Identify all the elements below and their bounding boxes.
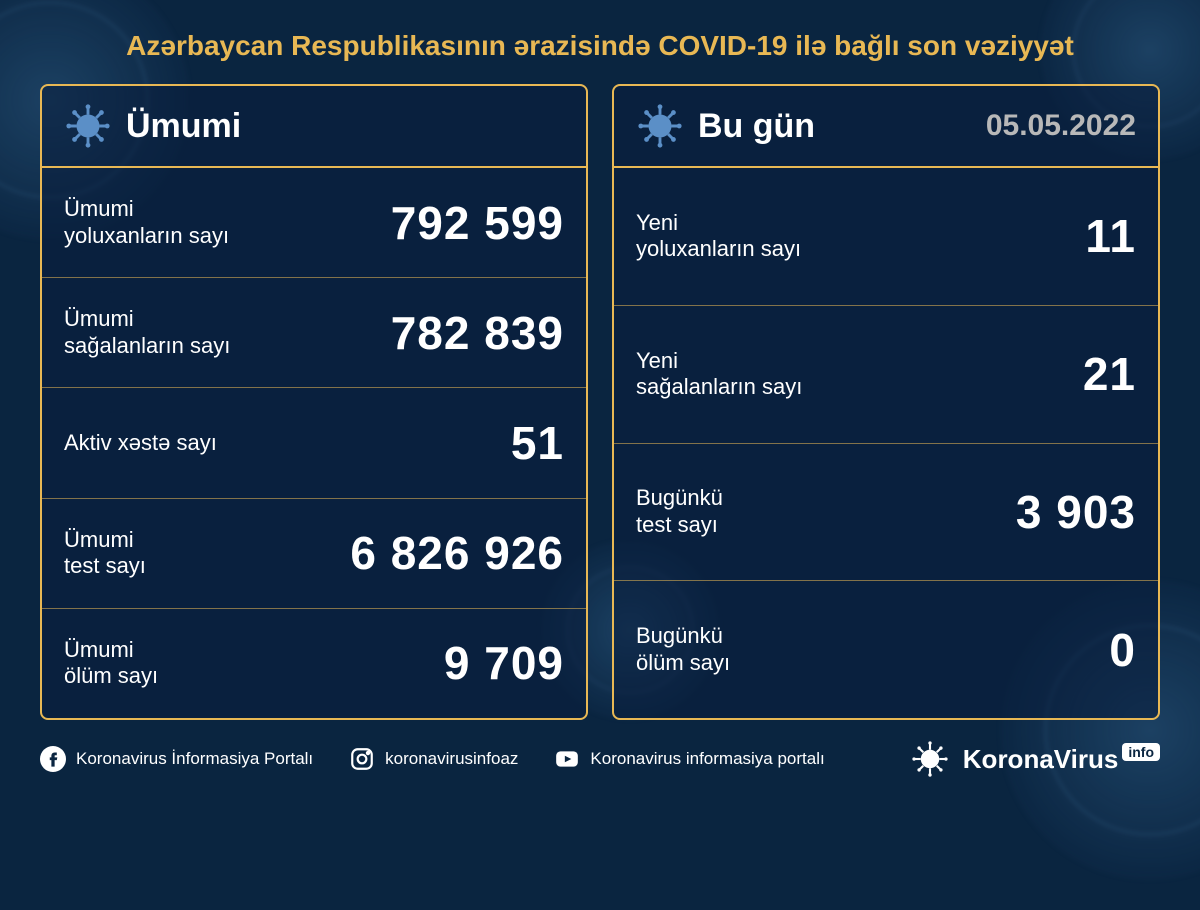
- instagram-icon: [349, 746, 375, 772]
- panel-today-header: Bu gün 05.05.2022: [614, 86, 1158, 168]
- stat-row: Aktiv xəstə sayı 51: [42, 388, 586, 498]
- stat-value: 51: [511, 416, 564, 470]
- stat-row: Ümumisağalanların sayı 782 839: [42, 278, 586, 388]
- stat-label: Ümumiölüm sayı: [64, 637, 158, 690]
- logo-text-main: KoronaVirus: [963, 744, 1119, 774]
- virus-icon: [64, 102, 112, 150]
- facebook-label: Koronavirus İnformasiya Portalı: [76, 749, 313, 769]
- stat-row: Yeniyoluxanların sayı 11: [614, 168, 1158, 306]
- youtube-label: Koronavirus informasiya portalı: [590, 749, 824, 769]
- panel-total-rows: Ümumiyoluxanların sayı 792 599 Ümumisağa…: [42, 168, 586, 718]
- instagram-link: koronavirusinfoaz: [349, 746, 518, 772]
- stat-value: 11: [1085, 209, 1136, 263]
- stat-value: 0: [1109, 623, 1136, 677]
- stat-label: Ümumisağalanların sayı: [64, 306, 230, 359]
- footer: Koronavirus İnformasiya Portalı koronavi…: [40, 738, 1160, 780]
- stat-value: 6 826 926: [350, 526, 564, 580]
- stat-row: Ümumiyoluxanların sayı 792 599: [42, 168, 586, 278]
- stat-row: Ümumiölüm sayı 9 709: [42, 609, 586, 718]
- panel-total-header: Ümumi: [42, 86, 586, 168]
- stat-label: Yeniyoluxanların sayı: [636, 210, 801, 263]
- stat-row: Bugünküölüm sayı 0: [614, 581, 1158, 718]
- stat-row: Bugünkütest sayı 3 903: [614, 444, 1158, 582]
- youtube-icon: [554, 746, 580, 772]
- panel-today-date: 05.05.2022: [986, 109, 1136, 143]
- panel-today-title: Bu gün: [698, 107, 815, 146]
- virus-icon: [636, 102, 684, 150]
- stat-value: 21: [1083, 347, 1136, 401]
- stat-value: 782 839: [391, 306, 564, 360]
- panel-today: Bu gün 05.05.2022 Yeniyoluxanların sayı …: [612, 84, 1160, 720]
- social-links: Koronavirus İnformasiya Portalı koronavi…: [40, 746, 825, 772]
- instagram-label: koronavirusinfoaz: [385, 749, 518, 769]
- panel-today-rows: Yeniyoluxanların sayı 11 Yenisağalanları…: [614, 168, 1158, 718]
- stat-label: Bugünküölüm sayı: [636, 623, 730, 676]
- stat-value: 9 709: [444, 636, 564, 690]
- logo-text: KoronaVirusinfo: [963, 744, 1160, 775]
- stat-label: Ümumitest sayı: [64, 527, 146, 580]
- panel-total: Ümumi Ümumiyoluxanların sayı 792 599 Ümu…: [40, 84, 588, 720]
- stat-value: 792 599: [391, 196, 564, 250]
- stat-row: Yenisağalanların sayı 21: [614, 306, 1158, 444]
- facebook-icon: [40, 746, 66, 772]
- stat-label: Yenisağalanların sayı: [636, 348, 802, 401]
- stat-row: Ümumitest sayı 6 826 926: [42, 499, 586, 609]
- site-logo: KoronaVirusinfo: [909, 738, 1160, 780]
- youtube-link: Koronavirus informasiya portalı: [554, 746, 824, 772]
- stat-label: Aktiv xəstə sayı: [64, 430, 217, 456]
- facebook-link: Koronavirus İnformasiya Portalı: [40, 746, 313, 772]
- panels-container: Ümumi Ümumiyoluxanların sayı 792 599 Ümu…: [40, 84, 1160, 720]
- page-title: Azərbaycan Respublikasının ərazisində CO…: [40, 30, 1160, 62]
- stat-label: Bugünkütest sayı: [636, 485, 723, 538]
- stat-label: Ümumiyoluxanların sayı: [64, 196, 229, 249]
- logo-virus-icon: [909, 738, 951, 780]
- stat-value: 3 903: [1016, 485, 1136, 539]
- panel-total-title: Ümumi: [126, 107, 241, 146]
- logo-badge: info: [1122, 743, 1160, 761]
